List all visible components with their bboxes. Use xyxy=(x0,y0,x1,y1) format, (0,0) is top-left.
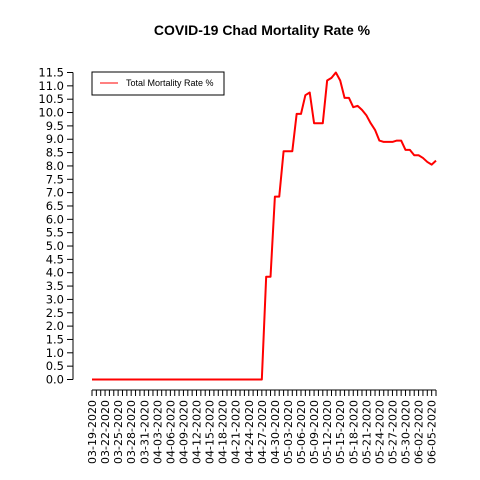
x-tick-label: 04-21-2020 xyxy=(230,400,243,464)
x-tick-label: 04-18-2020 xyxy=(217,400,230,464)
x-tick-label: 05-27-2020 xyxy=(386,400,399,464)
y-tick-label: 6.5 xyxy=(46,199,64,213)
y-tick-label: 9.5 xyxy=(46,119,64,133)
x-tick-label: 04-27-2020 xyxy=(256,400,269,464)
x-tick-label: 04-24-2020 xyxy=(243,400,256,464)
y-tick-label: 5.0 xyxy=(46,239,64,253)
y-tick-label: 0.5 xyxy=(46,359,64,373)
y-tick-label: 7.5 xyxy=(46,172,64,186)
x-tick-label: 04-15-2020 xyxy=(204,400,217,464)
legend-label: Total Mortality Rate % xyxy=(126,78,214,88)
y-tick-label: 5.5 xyxy=(46,226,64,240)
x-tick-label: 05-21-2020 xyxy=(360,400,373,464)
y-tick-label: 2.0 xyxy=(46,319,64,333)
y-tick-label: 8.5 xyxy=(46,146,64,160)
x-axis: 03-19-2020 03-22-2020 03-25-2020 03-28-2020… xyxy=(86,389,439,464)
legend: Total Mortality Rate % xyxy=(91,71,225,96)
x-tick-label: 06-02-2020 xyxy=(413,400,426,464)
x-tick-label: 05-18-2020 xyxy=(347,400,360,464)
y-tick-label: 10.0 xyxy=(38,106,64,120)
y-tick-label: 8.0 xyxy=(46,159,64,173)
x-tick-label: 04-30-2020 xyxy=(269,400,282,464)
x-tick-label: 03-25-2020 xyxy=(112,400,125,464)
y-tick-label: 11.5 xyxy=(38,66,64,80)
x-tick-label: 05-30-2020 xyxy=(400,400,413,464)
y-tick-label: 4.0 xyxy=(46,266,64,280)
y-tick-label: 2.5 xyxy=(46,306,64,320)
x-tick-label: 05-15-2020 xyxy=(334,400,347,464)
legend-box xyxy=(91,71,225,96)
y-tick-label: 9.0 xyxy=(46,132,64,146)
x-tick-label: 05-24-2020 xyxy=(373,400,386,464)
y-axis: 0.00.51.01.52.02.53.03.54.04.55.05.56.06… xyxy=(38,66,74,387)
x-tick-label: 04-06-2020 xyxy=(164,400,177,464)
y-tick-label: 6.0 xyxy=(46,212,64,226)
x-tick-label: 05-09-2020 xyxy=(308,400,321,464)
series-line xyxy=(92,71,437,381)
y-tick-label: 3.0 xyxy=(46,292,64,306)
y-tick-label: 4.5 xyxy=(46,252,64,266)
x-tick-label: 05-03-2020 xyxy=(282,400,295,464)
y-tick-label: 10.5 xyxy=(38,92,64,106)
y-tick-label: 11.0 xyxy=(38,79,64,93)
x-tick-label: 04-03-2020 xyxy=(151,400,164,464)
y-tick-label: 0.0 xyxy=(46,373,64,387)
y-tick-label: 7.0 xyxy=(46,186,64,200)
series-layer xyxy=(92,71,437,381)
x-tick-label: 03-28-2020 xyxy=(125,400,138,464)
x-tick-label: 04-09-2020 xyxy=(177,400,190,464)
x-tick-label: 03-19-2020 xyxy=(86,400,99,464)
x-tick-label: 05-06-2020 xyxy=(295,400,308,464)
x-tick-label: 04-12-2020 xyxy=(191,400,204,464)
chart-title: COVID-19 Chad Mortality Rate % xyxy=(154,22,371,38)
x-tick-label: 03-31-2020 xyxy=(138,400,151,464)
y-tick-label: 1.0 xyxy=(46,346,64,360)
x-tick-label: 03-22-2020 xyxy=(99,400,112,464)
y-tick-label: 3.5 xyxy=(46,279,64,293)
x-tick-label: 05-12-2020 xyxy=(321,400,334,464)
y-tick-label: 1.5 xyxy=(46,332,64,346)
x-tick-label: 06-05-2020 xyxy=(426,400,439,464)
